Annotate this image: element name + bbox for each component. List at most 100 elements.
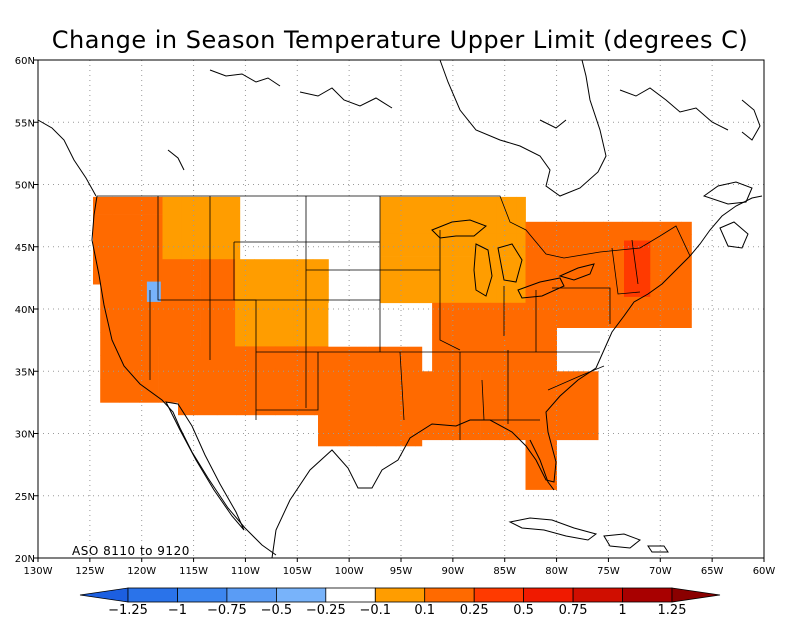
grid-cell [274,323,294,347]
grid-cell [624,240,644,251]
longitude-tick-label: 95W [390,566,413,577]
grid-cell [438,232,459,257]
grid-cell [380,209,401,234]
grid-cell [419,209,439,234]
grid-cell [318,352,338,377]
grid-cell [158,284,179,287]
grid-cell [119,309,140,333]
grid-cell [681,234,692,258]
grid-cell [477,196,498,210]
grid-cell [219,323,236,347]
colorbar-label: −1.25 [108,603,148,618]
grid-cell [544,234,565,258]
grid-cell [337,279,358,304]
gridlines [38,60,764,558]
grid-cell [376,422,397,447]
grid-cell [451,347,472,372]
grid-cell [577,416,598,441]
grid-cell [525,304,546,328]
grid-cell [180,259,201,277]
grid-cell [496,256,517,280]
grid-cell [235,299,255,324]
grid-cell [421,371,442,394]
colorbar-label: 1.25 [658,603,687,618]
grid-cell [158,309,179,333]
grid-cell [162,235,183,260]
grid-cell [100,332,120,356]
grid-cell [220,196,241,213]
grid-cell [112,196,133,215]
grid-cell [583,304,604,328]
grid-cell [314,368,319,392]
grid-cell [161,259,181,277]
grid-cell [112,237,133,262]
grid-cell [151,214,163,238]
grid-cell [255,391,276,416]
grid-cell [100,285,120,310]
grid-cell [100,379,120,403]
grid-cell [415,352,423,377]
period-label: ASO 8110 to 9120 [72,544,190,558]
grid-cell [181,212,202,237]
grid-cell [337,422,358,447]
grid-cell [347,323,368,347]
grid-cell [337,346,358,353]
grid-cell [460,393,481,417]
grid-cell [564,281,585,305]
grid-cell [419,232,439,257]
data-cells [93,196,692,490]
grid-cell [681,221,692,235]
grid-cell [201,212,222,237]
grid-cell [525,221,546,235]
grid-cell [583,257,604,282]
grid-cell [525,439,546,444]
grid-cell [451,324,472,349]
grid-cell [112,214,133,238]
grid-cell [293,323,314,347]
latitude-tick-label: 30N [15,430,35,441]
grid-cell [603,304,623,328]
grid-cell [516,196,526,210]
grid-cell [624,273,644,297]
grid-cell [376,232,381,257]
grid-cell [236,346,257,369]
grid-cell [119,284,140,287]
grid-cell [544,304,565,328]
grid-cell [544,281,565,305]
longitude-tick-label: 75W [597,566,620,577]
grid-cell [538,393,559,417]
grid-cell [415,422,423,447]
grid-cell [386,323,407,347]
grid-cell [490,347,511,372]
grid-cell [119,379,140,403]
longitude-tick-label: 100W [335,566,364,577]
grid-cell [603,257,623,282]
grid-cell [180,299,201,324]
grid-cell [158,285,179,310]
grid-cell [596,393,599,417]
colorbar-label: 0.1 [414,603,435,618]
latitude-tick-label: 40N [15,305,35,316]
colorbar-label: −0.5 [261,603,293,618]
grid-cell [681,281,692,305]
grid-cell [356,352,377,377]
grid-cell [529,324,550,349]
grid-cell [259,209,280,234]
grid-cell [158,355,179,380]
grid-cell [421,393,442,417]
grid-cell [240,209,260,234]
grid-cell [201,196,222,213]
grid-cell [376,346,397,353]
grid-cell [235,259,255,277]
longitude-tick-label: 115W [179,566,208,577]
grid-cell [399,279,420,304]
grid-cell [661,304,682,328]
grid-cell [458,279,478,304]
grid-cell [279,196,299,210]
longitude-tick-label: 120W [127,566,156,577]
grid-cell [380,232,401,257]
grid-cell [441,416,461,441]
grid-cell [516,209,526,234]
grid-cell [499,371,520,394]
grid-cell [643,240,651,251]
